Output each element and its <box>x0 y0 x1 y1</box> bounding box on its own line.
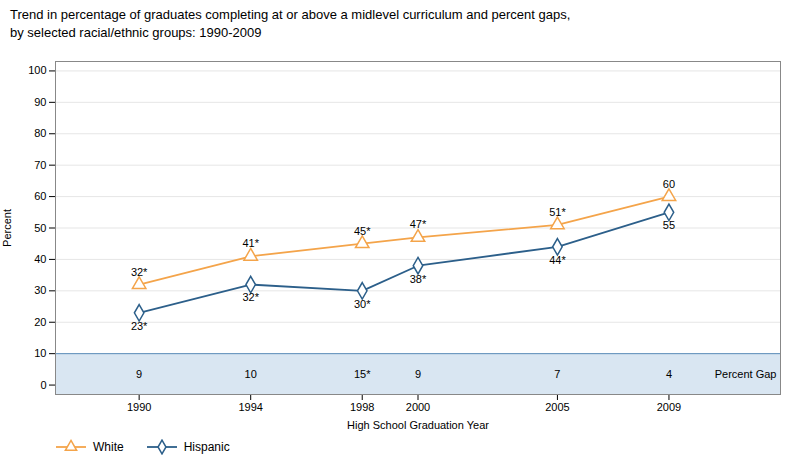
svg-text:20: 20 <box>34 316 46 328</box>
svg-text:2009: 2009 <box>657 401 681 413</box>
svg-text:10: 10 <box>34 347 46 359</box>
svg-text:70: 70 <box>34 159 46 171</box>
svg-text:10: 10 <box>245 368 257 380</box>
svg-text:2000: 2000 <box>406 401 430 413</box>
svg-text:1994: 1994 <box>238 401 262 413</box>
svg-text:9: 9 <box>415 368 421 380</box>
svg-text:Percent Gap: Percent Gap <box>715 368 777 380</box>
svg-text:1990: 1990 <box>127 401 151 413</box>
svg-text:32*: 32* <box>131 266 148 278</box>
svg-text:60: 60 <box>663 178 675 190</box>
svg-text:40: 40 <box>34 253 46 265</box>
html-text:White: White <box>93 440 124 455</box>
svg-text:51*: 51* <box>549 206 566 218</box>
svg-text:90: 90 <box>34 96 46 108</box>
svg-text:15*: 15* <box>354 368 371 380</box>
svg-text:4: 4 <box>666 368 672 380</box>
svg-text:45*: 45* <box>354 225 371 237</box>
svg-text:55: 55 <box>663 219 675 231</box>
svg-text:7: 7 <box>554 368 560 380</box>
svg-text:1998: 1998 <box>350 401 374 413</box>
svg-text:High School Graduation Year: High School Graduation Year <box>347 419 489 431</box>
svg-text:100: 100 <box>28 65 46 77</box>
svg-text:50: 50 <box>34 222 46 234</box>
svg-text:38*: 38* <box>410 273 427 285</box>
svg-text:60: 60 <box>34 190 46 202</box>
svg-text:32*: 32* <box>242 291 259 303</box>
svg-text:44*: 44* <box>549 254 566 266</box>
svg-text:0: 0 <box>40 379 46 391</box>
svg-text:41*: 41* <box>242 237 259 249</box>
html-text:Hispanic: Hispanic <box>183 440 230 455</box>
svg-text:30: 30 <box>34 284 46 296</box>
svg-text:80: 80 <box>34 127 46 139</box>
svg-text:9: 9 <box>136 368 142 380</box>
svg-text:Percent: Percent <box>1 209 13 247</box>
svg-text:47*: 47* <box>410 219 427 231</box>
svg-text:23*: 23* <box>131 320 148 332</box>
html-text:by selected racial/ethnic grou: by selected racial/ethnic groups: 1990-2… <box>10 24 262 40</box>
svg-text:30*: 30* <box>354 298 371 310</box>
html-text:Trend in percentage of graduat: Trend in percentage of graduates complet… <box>10 7 571 22</box>
svg-text:2005: 2005 <box>545 401 569 413</box>
